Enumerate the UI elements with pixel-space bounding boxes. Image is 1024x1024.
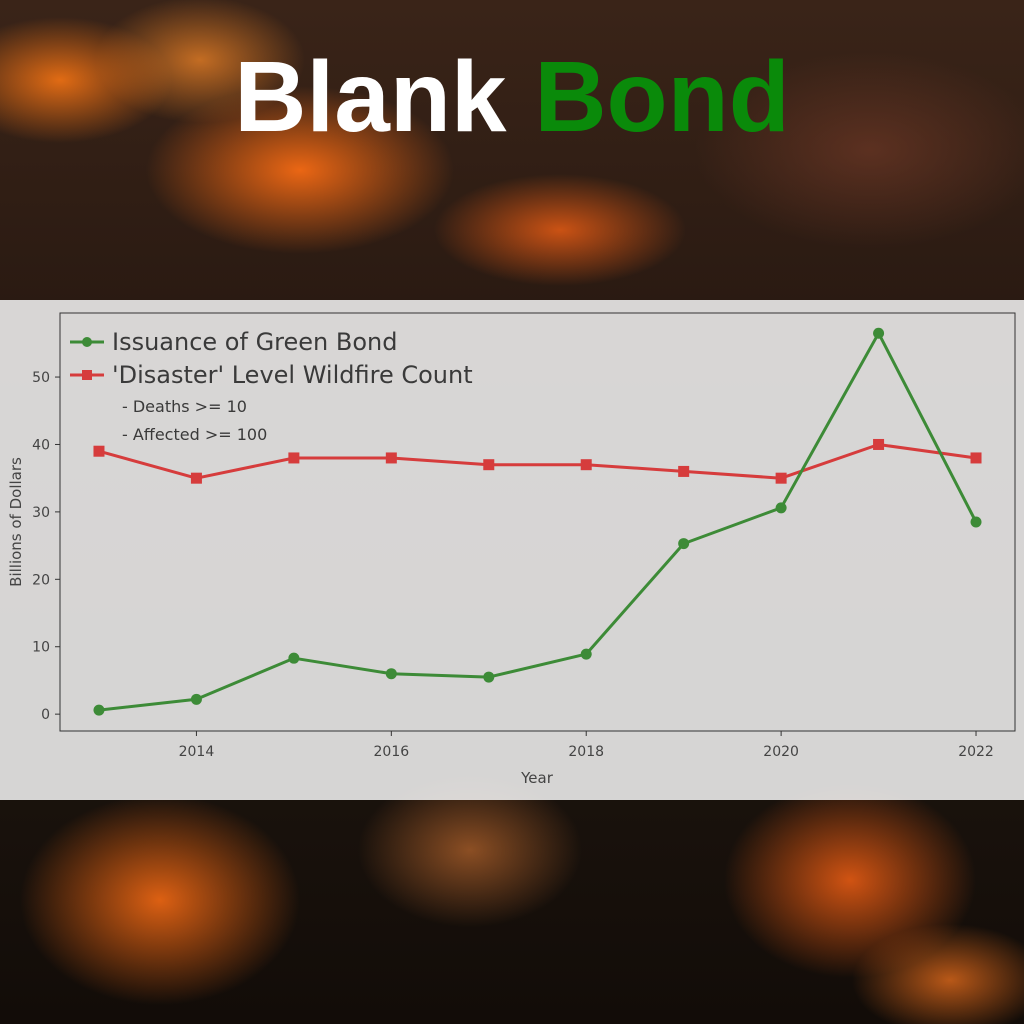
point-wildfire-2017 bbox=[483, 459, 495, 471]
x-tick-label-2018: 2018 bbox=[568, 744, 604, 760]
point-green-bond-2013 bbox=[93, 704, 105, 716]
title-word-blank: Blank bbox=[234, 41, 507, 153]
x-tick-label-2014: 2014 bbox=[179, 744, 215, 760]
point-green-bond-2022 bbox=[970, 516, 982, 528]
legend: Issuance of Green Bond 'Disaster' Level … bbox=[70, 328, 473, 444]
point-green-bond-2016 bbox=[385, 668, 397, 680]
line-chart: 0 10 20 30 40 50 2014 2016 2018 2020 2022 Year Bi… bbox=[7, 312, 1016, 787]
point-wildfire-2013 bbox=[93, 445, 105, 457]
title-word-bond: Bond bbox=[534, 41, 790, 153]
x-tick-label-2020: 2020 bbox=[763, 744, 799, 760]
point-green-bond-2015 bbox=[288, 652, 300, 664]
chart-panel: 0 10 20 30 40 50 2014 2016 2018 2020 2022 Year Bi… bbox=[0, 300, 1024, 800]
point-wildfire-2018 bbox=[580, 459, 592, 471]
point-wildfire-2015 bbox=[288, 452, 300, 464]
x-axis-label: Year bbox=[520, 769, 554, 787]
legend-note-affected: - Affected >= 100 bbox=[122, 425, 267, 444]
point-green-bond-2018 bbox=[580, 648, 592, 660]
legend-note-deaths: - Deaths >= 10 bbox=[122, 397, 247, 416]
y-axis-ticks: 0 10 20 30 40 50 bbox=[32, 370, 60, 723]
legend-label-green-bond: Issuance of Green Bond bbox=[112, 328, 397, 356]
y-axis-label: Billions of Dollars bbox=[7, 457, 25, 587]
x-tick-label-2016: 2016 bbox=[374, 744, 410, 760]
y-tick-label-0: 0 bbox=[41, 707, 50, 723]
point-green-bond-2017 bbox=[483, 671, 495, 683]
point-green-bond-2021 bbox=[873, 327, 885, 339]
series-layer bbox=[93, 327, 982, 716]
point-wildfire-2019 bbox=[678, 465, 690, 477]
poster-title: Blank Bond bbox=[0, 42, 1024, 152]
point-wildfire-2014 bbox=[190, 472, 202, 484]
legend-label-wildfire: 'Disaster' Level Wildfire Count bbox=[112, 361, 473, 389]
y-tick-label-50: 50 bbox=[32, 370, 50, 386]
point-green-bond-2014 bbox=[190, 693, 202, 705]
point-wildfire-2020 bbox=[775, 472, 787, 484]
x-tick-label-2022: 2022 bbox=[958, 744, 994, 760]
point-wildfire-2022 bbox=[970, 452, 982, 464]
series-line-wildfire bbox=[98, 443, 977, 480]
point-wildfire-2016 bbox=[385, 452, 397, 464]
x-axis-ticks: 2014 2016 2018 2020 2022 bbox=[179, 731, 994, 760]
point-wildfire-2021 bbox=[873, 438, 885, 450]
y-tick-label-20: 20 bbox=[32, 572, 50, 588]
y-tick-label-10: 10 bbox=[32, 640, 50, 656]
legend-marker-wildfire bbox=[82, 370, 92, 380]
y-tick-label-40: 40 bbox=[32, 437, 50, 453]
point-green-bond-2019 bbox=[678, 538, 690, 550]
legend-marker-green-bond bbox=[82, 337, 92, 347]
point-green-bond-2020 bbox=[775, 502, 787, 514]
y-tick-label-30: 30 bbox=[32, 505, 50, 521]
series-line-green-bond bbox=[98, 331, 978, 712]
plot-area-frame bbox=[59, 312, 1016, 732]
